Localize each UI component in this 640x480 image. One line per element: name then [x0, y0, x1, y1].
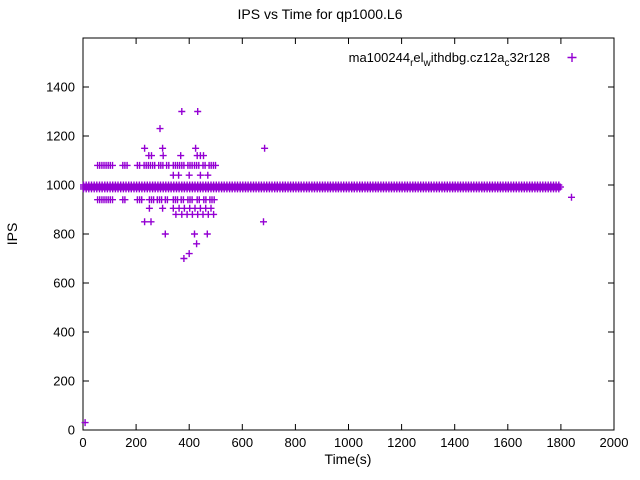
svg-text:400: 400 [178, 435, 200, 450]
svg-text:1600: 1600 [493, 435, 522, 450]
svg-text:ma100244relwithdbg.cz12ac32r12: ma100244relwithdbg.cz12ac32r128 [349, 50, 550, 69]
svg-text:2000: 2000 [600, 435, 629, 450]
y-axis-label: IPS [4, 223, 20, 246]
svg-text:1000: 1000 [334, 435, 363, 450]
svg-text:800: 800 [53, 227, 75, 242]
svg-text:1400: 1400 [440, 435, 469, 450]
svg-text:0: 0 [68, 423, 75, 438]
chart-title: IPS vs Time for qp1000.L6 [238, 6, 403, 22]
svg-text:400: 400 [53, 325, 75, 340]
svg-text:0: 0 [79, 435, 86, 450]
svg-text:1200: 1200 [46, 129, 75, 144]
svg-text:1200: 1200 [387, 435, 416, 450]
svg-text:1800: 1800 [546, 435, 575, 450]
svg-text:800: 800 [285, 435, 307, 450]
svg-text:1400: 1400 [46, 80, 75, 95]
svg-text:1000: 1000 [46, 178, 75, 193]
data-points [80, 108, 575, 427]
legend: ma100244relwithdbg.cz12ac32r128 [349, 50, 577, 69]
axis-ticks: 0 200 400 600 800 1000 1200 1400 1600 1800 2000 0 20… [46, 38, 628, 450]
svg-text:200: 200 [125, 435, 147, 450]
svg-text:200: 200 [53, 374, 75, 389]
x-axis-label: Time(s) [325, 451, 372, 467]
legend-marker-icon [567, 53, 577, 62]
svg-text:600: 600 [231, 435, 253, 450]
svg-text:600: 600 [53, 276, 75, 291]
